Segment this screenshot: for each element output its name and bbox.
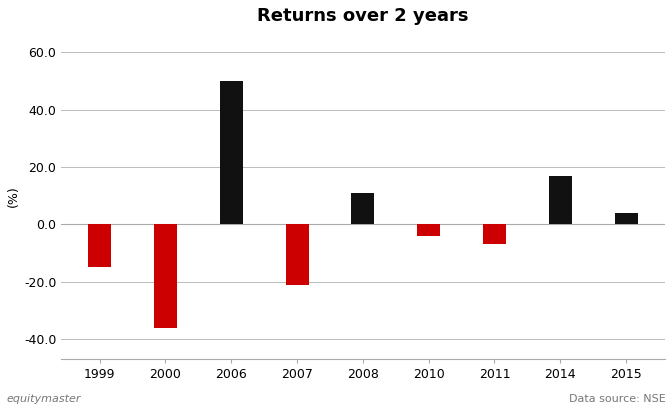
Bar [286, 224, 308, 285]
Bar [615, 213, 638, 224]
Text: equitymaster: equitymaster [7, 394, 81, 404]
Bar [154, 224, 177, 328]
Bar [483, 224, 506, 244]
Bar [351, 193, 374, 224]
Text: Data source: NSE: Data source: NSE [569, 394, 665, 404]
Y-axis label: (%): (%) [7, 185, 20, 206]
Bar [417, 224, 440, 236]
Bar [549, 175, 572, 224]
Title: Returns over 2 years: Returns over 2 years [257, 7, 468, 25]
Bar [220, 81, 243, 224]
Bar [88, 224, 111, 268]
